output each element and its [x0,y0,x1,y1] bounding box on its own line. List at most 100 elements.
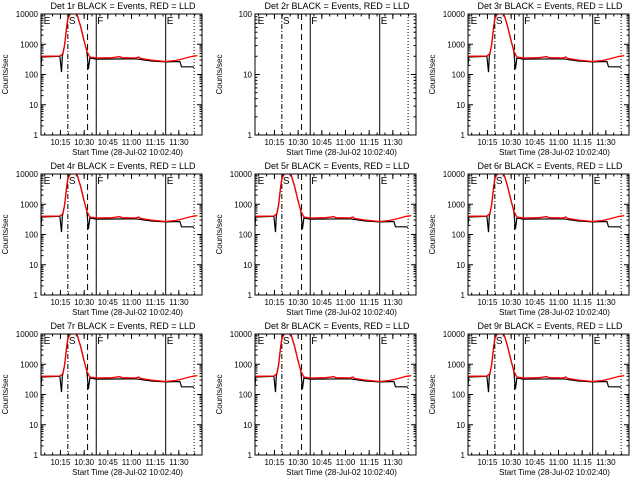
x-tick-label: 11:30 [169,458,189,467]
y-tick-label: 1 [247,131,252,140]
y-tick-label: 10 [29,101,38,110]
y-axis-label: Counts/sec [428,54,437,94]
y-axis-label: Counts/sec [428,214,437,254]
x-tick-label: 11:15 [359,298,379,307]
y-tick-label: 1 [247,291,252,300]
marker-label: S [282,16,289,27]
x-tick-label: 10:45 [98,138,119,147]
series-group [41,174,198,233]
x-tick-label: 10:15 [477,458,498,467]
x-tick-label: 10:30 [288,298,309,307]
marker-label: E [257,336,264,347]
x-tick-label: 11:30 [596,298,616,307]
panel-chart: Det 9r BLACK = Events, RED = LLD 1 10 100 10… [428,321,630,477]
lld-series-line [468,14,625,63]
x-tick-label: 10:45 [525,138,546,147]
y-tick-label: 1000 [447,200,465,209]
detector-panel-4: Det 4r BLACK = Events, RED = LLD 1 10 100 10… [0,160,213,320]
panel-chart: Det 7r BLACK = Events, RED = LLD 1 10 100 10… [1,321,203,477]
marker-label: S [496,176,503,187]
marker-label: E [257,176,264,187]
y-axis-label: Counts/sec [215,374,224,414]
x-tick-label: 11:15 [359,458,379,467]
x-tick-label: 10:30 [501,298,522,307]
panel-title: Det 4r BLACK = Events, RED = LLD [50,161,196,171]
y-tick-label: 1 [34,131,39,140]
marker-label: E [594,176,601,187]
x-tick-label: 11:00 [549,138,569,147]
x-tick-label: 10:45 [311,458,332,467]
y-tick-label: 10000 [16,10,39,19]
x-tick-label: 11:00 [122,298,142,307]
x-tick-label: 11:00 [549,298,569,307]
marker-label: E [257,16,264,27]
marker-label: F [311,176,317,187]
x-axis-label: Start Time (28-Jul-02 10:02:40) [499,308,610,317]
y-axis-label: Counts/sec [1,374,10,414]
panel-title: Det 9r BLACK = Events, RED = LLD [477,321,623,331]
panel-chart: Det 1r BLACK = Events, RED = LLD 1 10 100 10… [1,1,203,157]
marker-label: S [496,336,503,347]
y-tick-label: 100 [25,231,39,240]
x-tick-label: 10:15 [50,298,71,307]
y-tick-label: 1 [34,451,39,460]
detector-panel-6: Det 6r BLACK = Events, RED = LLD 1 10 100 10… [427,160,640,320]
x-tick-label: 10:45 [311,298,332,307]
y-tick-label: 100 [25,71,39,80]
x-tick-label: 11:00 [335,138,355,147]
panel-chart: Det 2r BLACK = Events, RED = LLD 1 10 100 Co… [215,1,416,157]
lld-series-line [41,174,198,223]
x-tick-label: 11:30 [596,458,616,467]
y-tick-label: 1 [461,131,466,140]
panel-title: Det 3r BLACK = Events, RED = LLD [477,1,623,11]
y-tick-label: 1 [461,451,466,460]
panel-title: Det 2r BLACK = Events, RED = LLD [264,1,410,11]
x-tick-label: 11:15 [572,298,592,307]
x-axis-label: Start Time (28-Jul-02 10:02:40) [72,308,183,317]
marker-label: E [594,16,601,27]
y-tick-label: 100 [452,71,466,80]
x-tick-label: 10:30 [74,458,95,467]
marker-label: E [167,336,174,347]
x-tick-label: 10:30 [501,138,522,147]
y-axis-label: Counts/sec [1,54,10,94]
plot-frame [467,13,630,136]
y-tick-label: 1 [247,451,252,460]
marker-label: E [44,16,51,27]
panel-title: Det 5r BLACK = Events, RED = LLD [264,161,410,171]
x-tick-label: 11:30 [169,298,189,307]
x-axis-label: Start Time (28-Jul-02 10:02:40) [286,148,397,157]
x-tick-label: 11:30 [169,138,189,147]
y-tick-label: 1000 [234,200,252,209]
x-tick-label: 10:45 [98,458,119,467]
marker-label: E [380,336,387,347]
marker-label: E [471,176,478,187]
lld-series-line [468,334,625,383]
x-tick-label: 10:45 [525,458,546,467]
detector-panel-9: Det 9r BLACK = Events, RED = LLD 1 10 100 10… [427,320,640,480]
series-group [468,174,625,233]
y-tick-label: 10 [456,101,465,110]
plot-frame [40,173,203,296]
y-tick-label: 10 [243,421,252,430]
x-tick-label: 11:30 [383,458,403,467]
detector-panel-5: Det 5r BLACK = Events, RED = LLD 1 10 100 10… [214,160,427,320]
x-tick-label: 10:45 [311,138,332,147]
y-tick-label: 1000 [20,40,38,49]
y-tick-label: 1000 [447,360,465,369]
y-tick-label: 10 [456,421,465,430]
y-tick-label: 100 [238,231,252,240]
detector-panel-1: Det 1r BLACK = Events, RED = LLD 1 10 100 10… [0,0,213,160]
x-axis-label: Start Time (28-Jul-02 10:02:40) [499,148,610,157]
y-tick-label: 10 [243,71,252,80]
series-group [254,174,411,233]
marker-label: F [524,176,530,187]
x-tick-label: 11:15 [572,138,592,147]
x-tick-label: 10:45 [525,298,546,307]
x-tick-label: 10:15 [264,298,285,307]
y-tick-label: 100 [238,391,252,400]
marker-label: E [471,336,478,347]
panel-title: Det 7r BLACK = Events, RED = LLD [50,321,196,331]
x-axis-label: Start Time (28-Jul-02 10:02:40) [286,308,397,317]
